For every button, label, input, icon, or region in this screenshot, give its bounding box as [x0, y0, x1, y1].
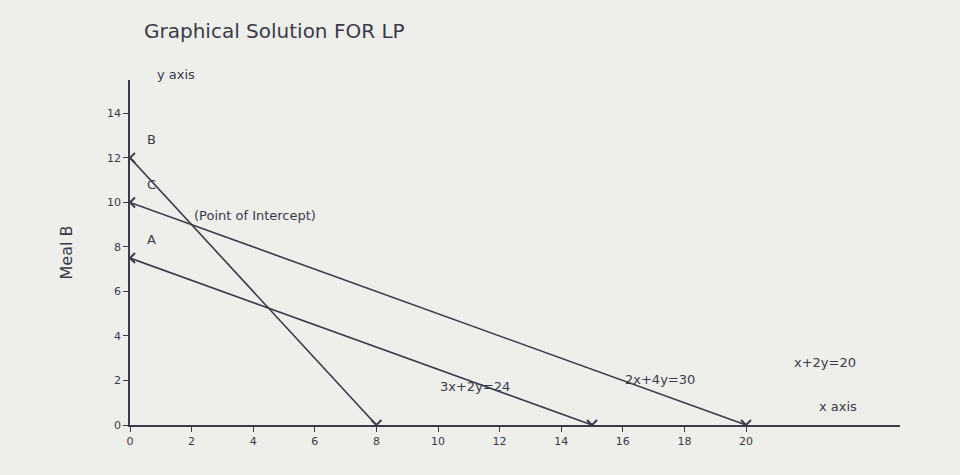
svg-text:20: 20: [739, 435, 753, 448]
svg-text:Graphical Solution FOR LP: Graphical Solution FOR LP: [144, 19, 405, 43]
svg-text:4: 4: [250, 435, 257, 448]
svg-text:2: 2: [114, 374, 121, 387]
svg-text:(Point of Intercept): (Point of Intercept): [194, 208, 316, 223]
svg-text:Meal B: Meal B: [57, 226, 76, 280]
svg-text:6: 6: [311, 435, 318, 448]
svg-text:3x+2y=24: 3x+2y=24: [440, 379, 510, 394]
svg-text:0: 0: [127, 435, 134, 448]
svg-text:4: 4: [114, 330, 121, 343]
svg-text:B: B: [147, 132, 156, 147]
svg-text:2x+4y=30: 2x+4y=30: [625, 372, 695, 387]
svg-text:8: 8: [114, 241, 121, 254]
svg-text:y axis: y axis: [157, 67, 195, 82]
svg-text:A: A: [147, 232, 156, 247]
svg-text:C: C: [147, 177, 156, 192]
svg-text:14: 14: [107, 107, 121, 120]
svg-text:12: 12: [107, 152, 121, 165]
svg-text:x axis: x axis: [819, 399, 857, 414]
svg-text:18: 18: [677, 435, 691, 448]
svg-text:0: 0: [114, 419, 121, 432]
svg-text:x+2y=20: x+2y=20: [794, 355, 856, 370]
svg-text:10: 10: [107, 196, 121, 209]
svg-text:2: 2: [188, 435, 195, 448]
svg-text:16: 16: [616, 435, 630, 448]
svg-text:10: 10: [431, 435, 445, 448]
svg-text:14: 14: [554, 435, 568, 448]
svg-text:8: 8: [373, 435, 380, 448]
svg-text:12: 12: [493, 435, 507, 448]
svg-text:6: 6: [114, 285, 121, 298]
